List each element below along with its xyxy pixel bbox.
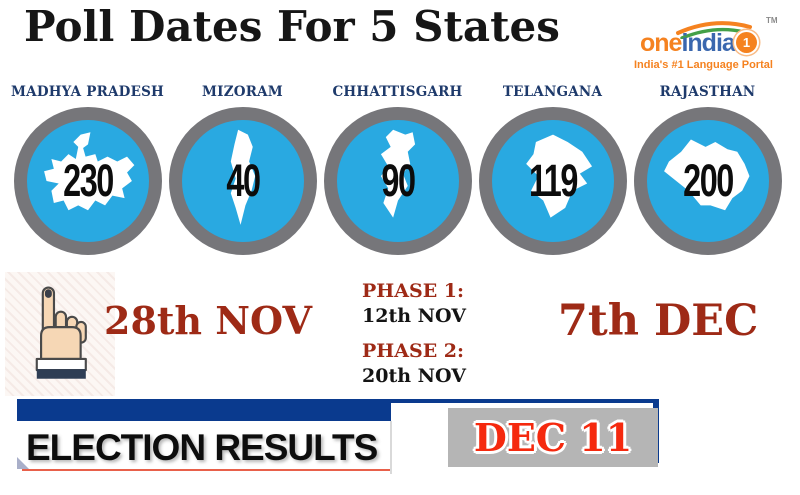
oneindia-badge-icon: 1 <box>736 32 757 53</box>
seat-count: 230 <box>62 155 114 206</box>
seat-count: 90 <box>380 155 416 206</box>
chhattisgarh-phases: PHASE 1: 12th NOV PHASE 2: 20th NOV <box>362 280 466 400</box>
state-col-chhattisgarh: CHHATTISGARH 90 <box>320 84 475 255</box>
state-circle: 119 <box>478 107 627 255</box>
election-results-box: ELECTION RESULTS <box>17 421 392 474</box>
states-row: MADHYA PRADESH 230 MIZORAM 40 CHHATTISGA… <box>10 84 785 255</box>
banner-navy-bar <box>17 403 391 421</box>
page-title: Poll Dates For 5 States <box>24 2 560 51</box>
madhya-pradesh-map-icon <box>43 132 134 211</box>
state-col-madhya-pradesh: MADHYA PRADESH 230 <box>10 84 165 255</box>
seat-count: 119 <box>528 155 578 206</box>
logo-tagline: India's #1 Language Portal <box>634 59 773 71</box>
state-name-label: CHHATTISGARH <box>332 84 463 100</box>
corner-fold-decoration <box>17 457 29 469</box>
mp-mizoram-poll-date: 28th NOV <box>104 298 312 343</box>
election-results-label: ELECTION RESULTS <box>26 426 378 468</box>
phase1-label: PHASE 1: <box>362 280 465 302</box>
rajasthan-map-icon <box>663 139 749 211</box>
oneindia-logo: oneindia 1 TM India's #1 Language Portal <box>628 16 798 72</box>
banner-top-line <box>17 399 659 403</box>
state-col-mizoram: MIZORAM 40 <box>165 84 320 255</box>
results-date: DEC 11 <box>473 415 633 460</box>
chhattisgarh-map-icon <box>380 129 415 218</box>
state-name-label: MIZORAM <box>202 84 283 100</box>
telangana-rajasthan-poll-date: 7th DEC <box>558 296 759 346</box>
oneindia-swoosh-icon <box>676 21 752 39</box>
phase2-label: PHASE 2: <box>362 339 465 362</box>
phase2-date: 20th NOV <box>362 364 466 387</box>
state-col-telangana: TELANGANA 119 <box>475 84 630 255</box>
state-circle: 200 <box>633 107 782 255</box>
voting-hand-panel <box>5 272 115 396</box>
state-circle: 230 <box>13 107 162 255</box>
state-col-rajasthan: RAJASTHAN 200 <box>630 84 785 255</box>
seat-count: 200 <box>682 155 734 206</box>
logo-india-text: india <box>681 29 735 57</box>
trademark-symbol: TM <box>766 16 778 25</box>
state-name-label: MADHYA PRADESH <box>11 84 164 100</box>
voting-hand-icon <box>35 286 87 379</box>
results-underline <box>22 469 390 471</box>
state-circle: 90 <box>323 107 472 255</box>
seat-count: 40 <box>225 155 261 206</box>
mizoram-map-icon <box>230 129 255 225</box>
logo-one-text: one <box>640 29 682 57</box>
state-name-label: TELANGANA <box>502 84 603 100</box>
results-date-box: DEC 11 <box>448 408 658 467</box>
telangana-map-icon <box>525 134 592 218</box>
state-name-label: RAJASTHAN <box>659 84 756 100</box>
phase1-date: 12th NOV <box>362 304 466 327</box>
oneindia-wordmark: oneindia <box>640 29 736 58</box>
state-circle: 40 <box>168 107 317 255</box>
